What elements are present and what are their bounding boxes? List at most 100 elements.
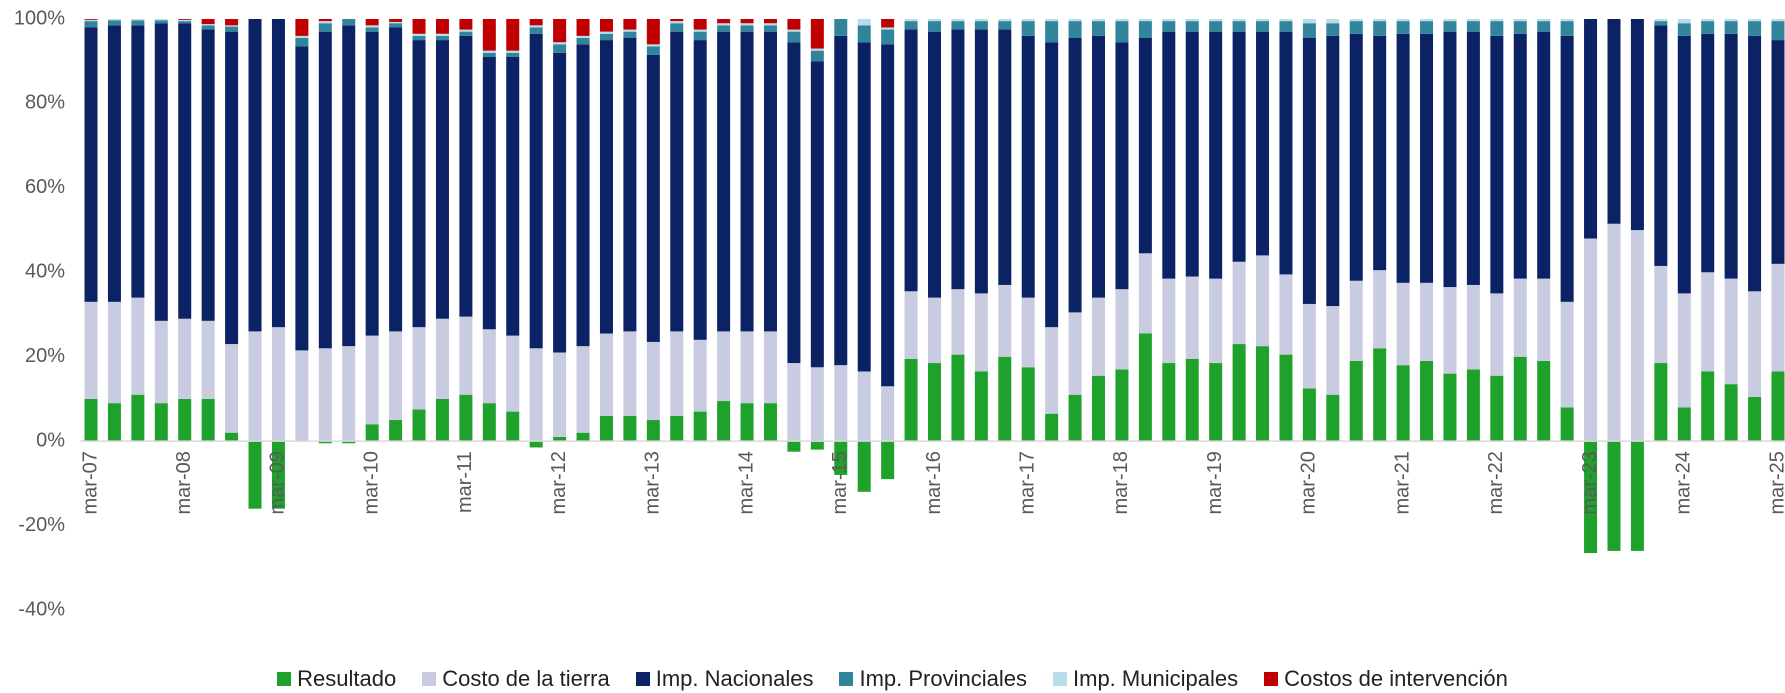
bar-segment — [506, 56, 520, 336]
bar-segment — [1630, 441, 1644, 551]
bar-segment — [1490, 293, 1504, 376]
bar-segment — [763, 331, 777, 404]
bar-segment — [1701, 272, 1715, 372]
legend-swatch — [422, 672, 437, 686]
bar-segment — [1373, 270, 1387, 349]
bar-segment — [389, 27, 403, 332]
x-tick-label: mar-08 — [173, 451, 195, 514]
bar-segment — [1466, 284, 1480, 370]
legend-swatch — [839, 672, 854, 686]
bar-segment — [998, 356, 1012, 442]
bar-segment — [1466, 31, 1480, 285]
bar-segment — [1302, 37, 1316, 304]
bar-segment — [1537, 31, 1551, 279]
bar-segment — [1138, 253, 1152, 334]
legend-swatch — [1053, 672, 1067, 686]
bar-segment — [529, 19, 543, 26]
bar-segment — [295, 35, 309, 38]
x-tick-label: mar-16 — [923, 451, 945, 514]
bar-segment — [1373, 35, 1387, 271]
legend-label: Imp. Nacionales — [655, 666, 814, 691]
bar-segment — [365, 19, 379, 26]
bar-segment — [787, 29, 801, 32]
bar-segment — [1092, 375, 1106, 442]
bar-segment — [998, 284, 1012, 357]
bar-segment — [248, 331, 262, 442]
legend-swatch — [277, 672, 292, 686]
bar-segment — [1654, 265, 1668, 364]
bar-segment — [951, 21, 965, 30]
bar-segment — [1326, 19, 1340, 24]
bar-segment — [1396, 21, 1410, 34]
bar-segment — [834, 35, 848, 366]
bar-segment — [1021, 297, 1035, 368]
bar-segment — [1748, 396, 1762, 442]
bar-segment — [248, 441, 262, 509]
bar-segment — [342, 25, 356, 347]
bar-segment — [928, 31, 941, 298]
bar-segment — [435, 318, 449, 399]
bar-segment — [1256, 346, 1270, 442]
bar-segment — [84, 19, 98, 20]
bar-segment — [107, 301, 121, 404]
bar-segment — [1349, 19, 1363, 22]
bar-segment — [576, 35, 590, 38]
bar-segment — [1513, 19, 1527, 22]
bar-segment — [1607, 223, 1621, 442]
bar-segment — [1068, 394, 1082, 442]
bar-segment — [1302, 303, 1316, 389]
bar-segment — [529, 27, 543, 34]
bar-segment — [787, 363, 801, 442]
bar-segment — [928, 19, 941, 22]
bar-segment — [1701, 21, 1715, 34]
bar-segment — [107, 20, 121, 26]
bar-segment — [84, 398, 98, 442]
legend-item: Imp. Nacionales — [635, 666, 814, 692]
x-tick-label: mar-13 — [642, 451, 664, 514]
bar-segment — [1443, 373, 1457, 442]
x-tick-label: mar-23 — [1579, 451, 1601, 514]
bar-segment — [1513, 33, 1527, 279]
bar-segment — [107, 403, 121, 442]
bar-segment — [1677, 293, 1691, 408]
bar-segment — [974, 21, 988, 30]
bar-segment — [1724, 21, 1738, 34]
bar-segment — [318, 31, 332, 349]
bar-segment — [1443, 21, 1457, 32]
x-tick-label: mar-15 — [829, 451, 851, 514]
bar-segment — [810, 48, 824, 51]
bar-segment — [482, 52, 496, 57]
bar-segment — [974, 371, 988, 442]
bar-segment — [1420, 282, 1434, 361]
bar-segment — [131, 19, 145, 21]
bar-segment — [858, 0, 871, 19]
bar-segment — [1279, 21, 1293, 32]
bar-segment — [623, 29, 637, 32]
x-tick-label: mar-12 — [548, 451, 570, 514]
bar-segment — [951, 354, 965, 442]
legend-label: Resultado — [297, 666, 397, 691]
bar-segment — [810, 441, 824, 450]
bar-segment — [529, 348, 543, 442]
bar-segment — [1115, 19, 1129, 22]
bar-segment — [389, 23, 403, 28]
bar-segment — [201, 19, 215, 25]
bar-segment — [670, 19, 684, 22]
bar-segment — [740, 403, 754, 442]
legend-label: Imp. Provinciales — [859, 666, 1027, 691]
bar-segment — [1021, 35, 1035, 298]
bar-segment — [998, 29, 1012, 285]
bar-segment — [1326, 35, 1340, 307]
bar-segment — [271, 19, 285, 328]
bar-segment — [506, 52, 520, 57]
bar-segment — [1185, 31, 1199, 277]
x-tick-label: mar-25 — [1766, 451, 1785, 514]
bar-segment — [1513, 278, 1527, 357]
bar-segment — [435, 35, 449, 41]
bar-segment — [623, 415, 637, 442]
bar-segment — [717, 31, 731, 332]
legend-label: Costos de intervención — [1284, 666, 1508, 691]
bar-segment — [1771, 40, 1785, 264]
bar-segment — [1232, 19, 1246, 22]
bar-segment — [1677, 407, 1691, 442]
